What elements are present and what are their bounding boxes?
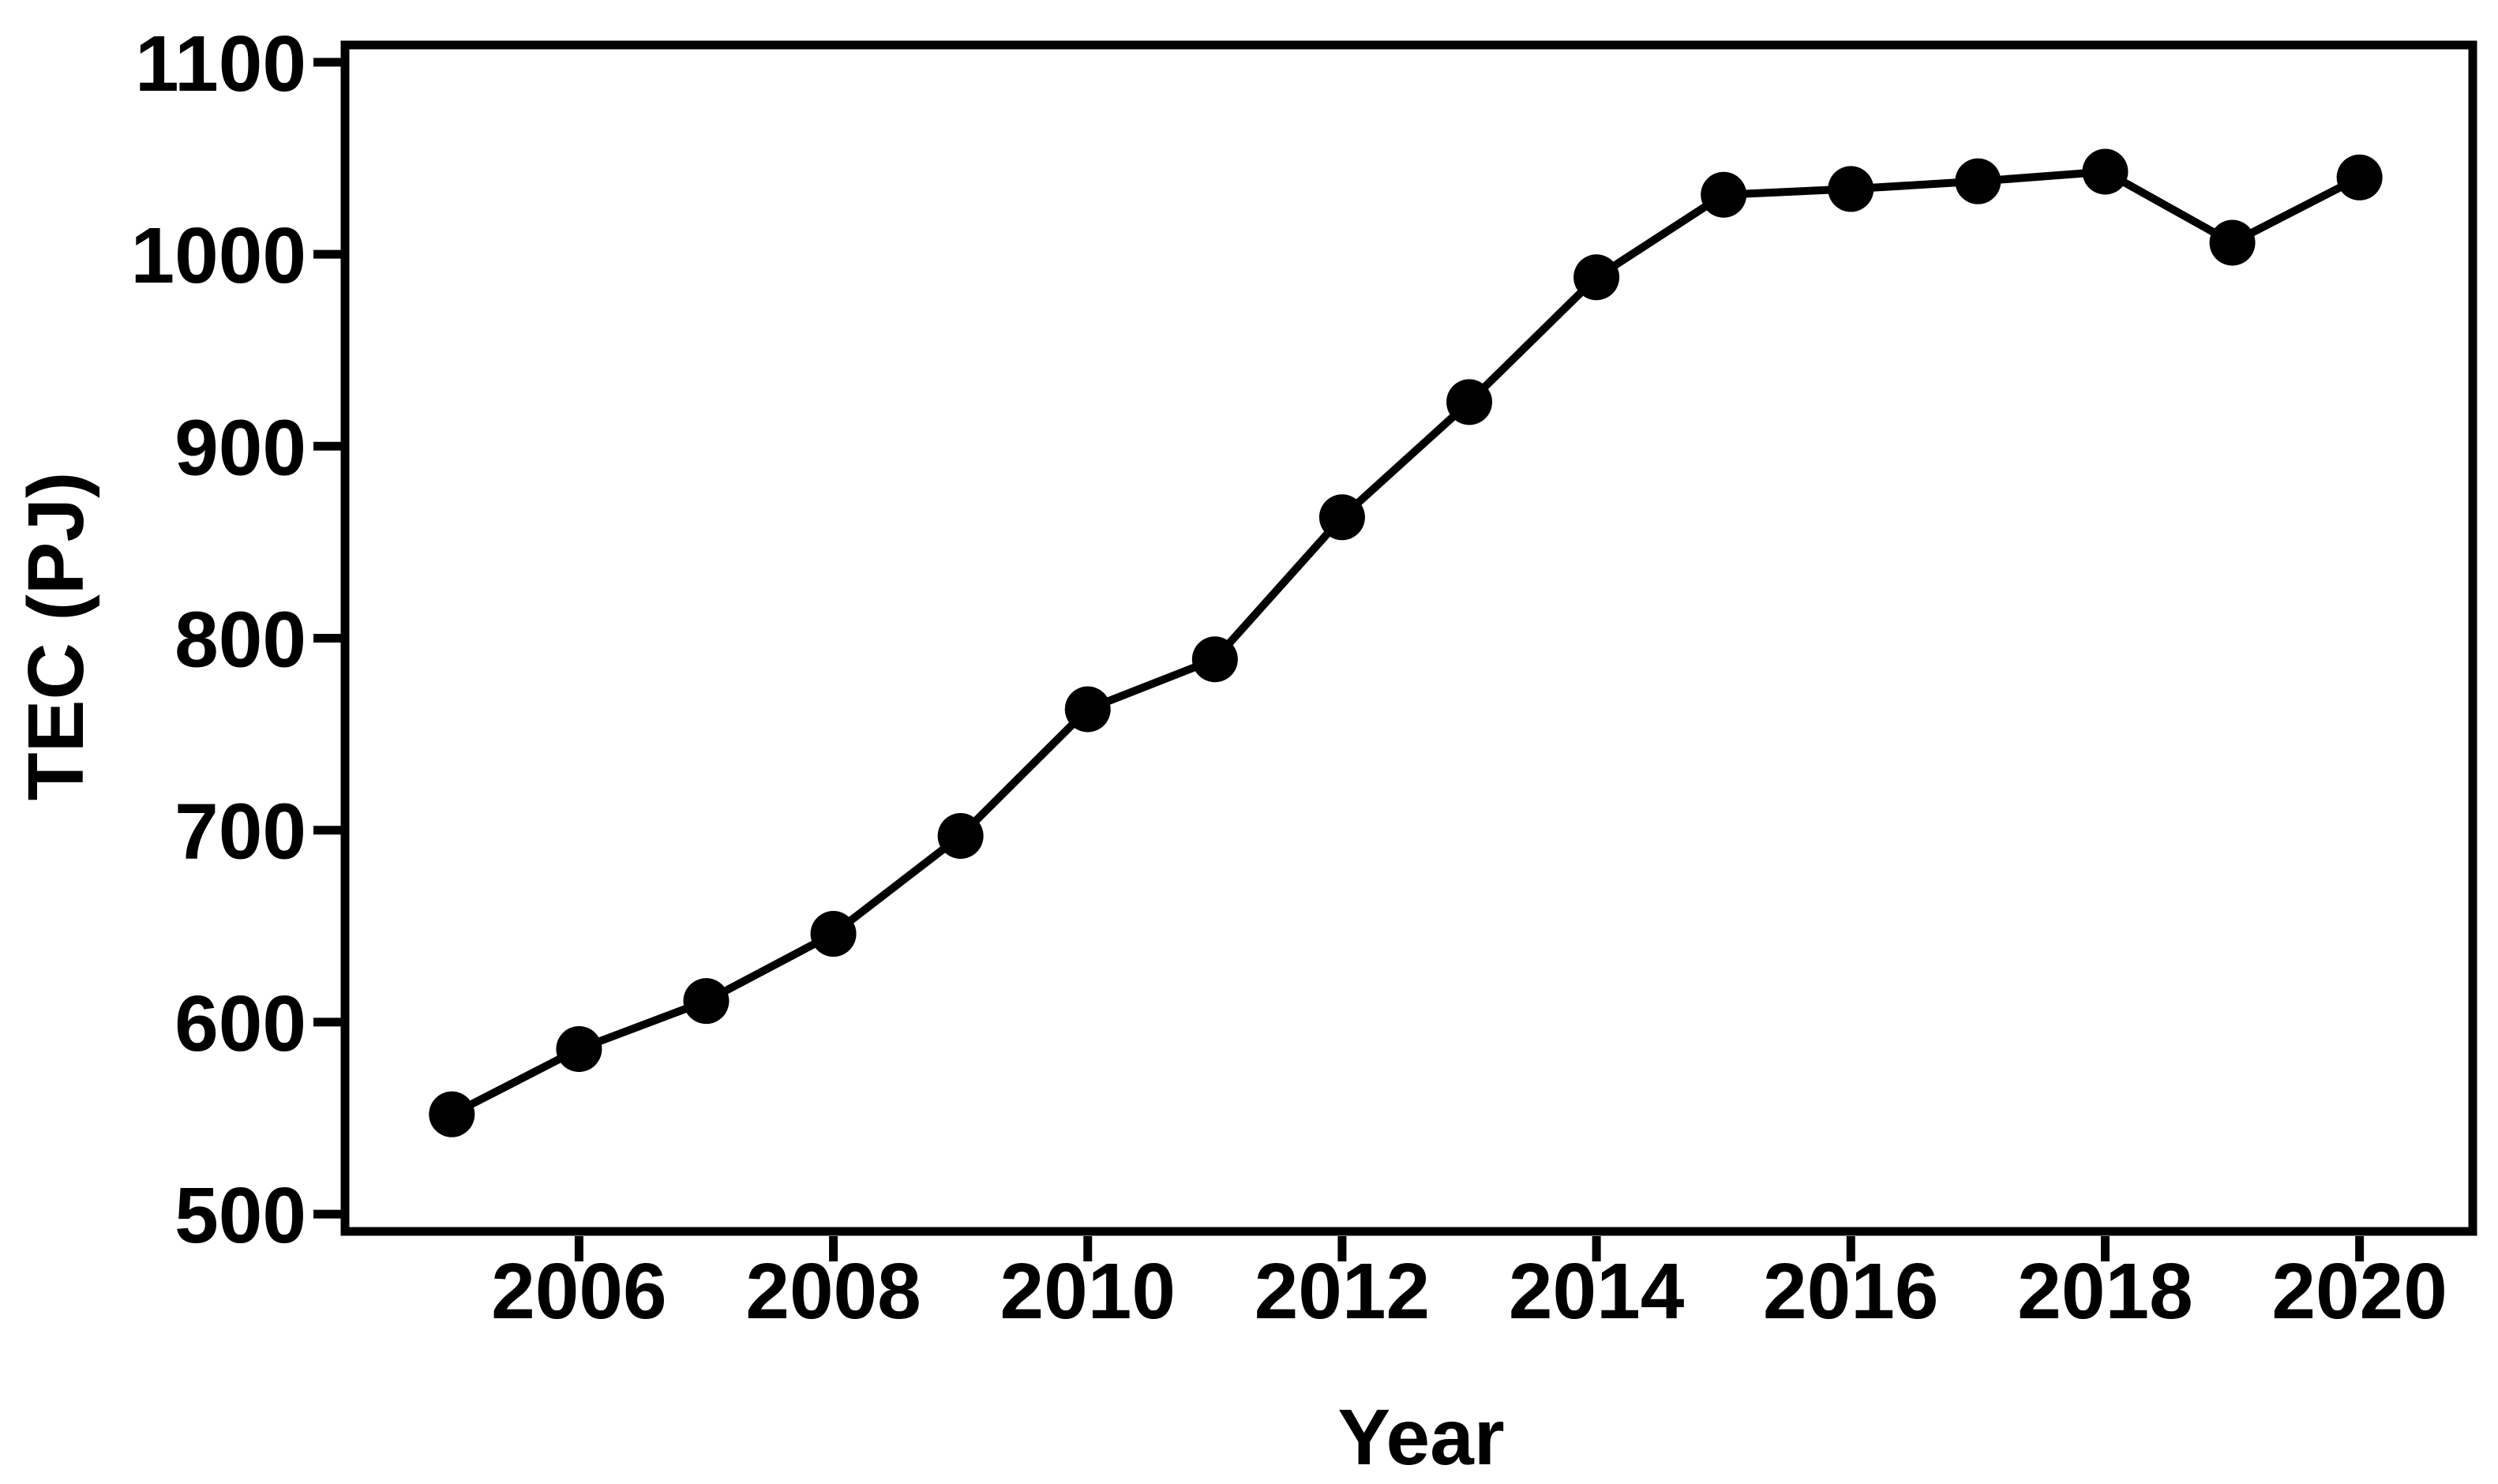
y-tick-label: 700 xyxy=(174,788,306,876)
data-point-2009 xyxy=(937,813,984,859)
x-tick-label: 2008 xyxy=(745,1247,921,1336)
data-point-2016 xyxy=(1828,166,1874,212)
data-point-2007 xyxy=(683,978,730,1025)
x-axis-title: Year xyxy=(1337,1393,1504,1482)
data-point-2013 xyxy=(1446,379,1493,425)
data-point-2015 xyxy=(1701,171,1747,218)
y-tick-label: 800 xyxy=(174,596,306,684)
data-point-2018 xyxy=(2082,148,2129,195)
data-point-2017 xyxy=(1955,158,2001,204)
y-tick-label: 1100 xyxy=(135,20,306,108)
x-tick-label: 2020 xyxy=(2271,1247,2447,1336)
data-point-2010 xyxy=(1064,686,1111,733)
x-tick-label: 2012 xyxy=(1255,1247,1430,1336)
x-tick-label: 2010 xyxy=(1000,1247,1176,1336)
data-point-2011 xyxy=(1191,636,1238,683)
plot-border xyxy=(340,40,2477,1236)
y-tick-label: 1000 xyxy=(131,212,306,300)
data-point-2005 xyxy=(429,1091,475,1137)
data-point-2019 xyxy=(2209,219,2256,266)
data-point-2006 xyxy=(556,1025,602,1072)
x-tick-label: 2014 xyxy=(1509,1247,1685,1336)
data-point-2008 xyxy=(810,911,857,957)
y-tick-label: 500 xyxy=(174,1171,306,1260)
y-tick-label: 600 xyxy=(174,980,306,1068)
tec-series-line xyxy=(450,167,2361,1119)
data-point-2012 xyxy=(1318,494,1365,541)
plot-area: 500 600 700 800 900 1000 1100 2006 2008 2010 2012 2… xyxy=(131,20,2477,1336)
x-tick-label: 2016 xyxy=(1763,1247,1938,1336)
y-tick-label: 900 xyxy=(174,403,306,492)
x-tick-label: 2018 xyxy=(2017,1247,2192,1336)
x-tick-label: 2006 xyxy=(491,1247,666,1336)
y-axis-title: TEC (PJ) xyxy=(12,472,100,801)
data-point-2020 xyxy=(2336,154,2383,200)
data-point-2014 xyxy=(1573,254,1620,301)
